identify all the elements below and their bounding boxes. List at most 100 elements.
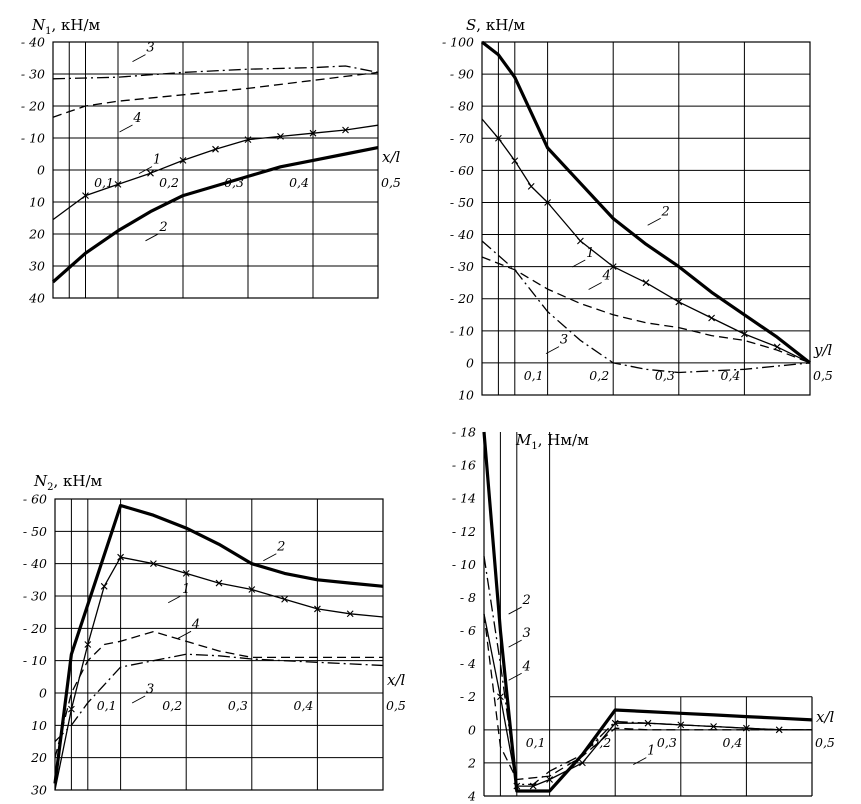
x-axis-label: x/l [387,671,406,689]
curve-label-3: 3 [560,333,568,348]
y-tick-label: 0 [468,722,476,737]
y-tick-label: - 50 [450,195,474,210]
y-tick-label: 40 [28,291,45,306]
x-tick-label: 0,5 [813,368,833,383]
y-axis-sub: 1 [45,26,51,37]
x-tick-label: 0,3 [657,735,677,750]
curve-label-2: 2 [276,540,285,555]
y-tick-label: - 30 [21,67,45,82]
curve-label-leader [508,672,522,681]
y-tick-label: - 30 [23,589,47,604]
curve-label-2: 2 [158,220,167,235]
curve-label-1: 1 [647,744,655,759]
x-tick-label: 0,2 [159,175,179,190]
y-tick-label: 30 [31,783,47,798]
y-axis-unit: , кН/м [52,16,101,34]
y-axis-var: N [33,472,48,490]
chart-s: - 100- 90- 80- 70- 60- 50- 40- 30- 20- 1… [442,16,833,403]
series-line-3 [483,556,812,786]
curve-label-4: 4 [601,268,610,283]
y-tick-label: - 8 [460,590,476,605]
y-tick-label: - 90 [450,67,474,82]
y-axis-label: N2, кН/м [33,472,103,493]
data-point-marker [579,759,586,767]
data-point-marker [248,586,256,593]
y-axis-unit: , кН/м [476,16,525,34]
y-tick-label: 2 [467,755,476,770]
y-axis-unit: , кН/м [54,472,103,490]
data-point-marker [342,126,349,134]
x-tick-label: 0,2 [589,368,609,383]
y-tick-label: - 16 [452,458,476,473]
curve-label-1: 1 [586,246,594,261]
y-axis-label: S, кН/м [466,16,525,34]
x-tick-label: 0,1 [526,735,546,750]
y-tick-label: - 10 [452,557,476,572]
curve-label-3: 3 [522,626,530,641]
curve-label-leader [588,282,602,290]
curve-label-leader [508,606,522,615]
series-line-1 [52,124,379,221]
data-point-marker [114,181,122,188]
series-line-2 [51,146,379,284]
y-tick-label: 4 [467,789,476,804]
y-tick-label: - 70 [450,131,474,146]
curve-label-leader [145,233,159,242]
y-tick-label: 0 [39,686,47,701]
y-tick-label: 10 [458,388,474,403]
chart-n2: - 60 - 50 - 40 - 30 - 20 - 10 0 10 20 30 0,1 0,2 0,3… [23,472,406,798]
curve-label-leader [263,553,277,562]
y-tick-label: - 6 [460,623,476,638]
series-line-3 [54,653,384,742]
y-axis-sub: 2 [47,482,53,493]
y-tick-label: 0 [37,163,45,178]
data-point-marker [244,136,252,143]
data-point-marker [150,560,157,568]
curve-label-leader [132,54,146,62]
series-line-4 [483,613,812,781]
series-line-2 [482,431,813,793]
series-line-3 [52,65,379,80]
y-tick-label: - 10 [450,323,474,338]
curve-label-leader [572,259,586,268]
x-tick-label: 0,3 [228,698,248,713]
curve-label-2: 2 [521,593,530,608]
y-tick-label: - 40 [23,556,47,571]
x-axis-label: x/l [382,148,401,166]
data-point-marker [68,705,75,713]
curve-label-leader [633,757,647,766]
plot-frame [54,498,384,791]
data-point-marker [281,595,288,603]
data-point-marker [577,237,584,245]
y-axis-unit: , Нм/м [538,431,589,449]
x-tick-label: 0,1 [94,175,114,190]
curve-label-leader [119,124,133,133]
x-tick-label: 0,4 [294,698,314,713]
x-axis-label: y/l [813,341,833,359]
y-tick-label: 10 [31,718,47,733]
y-tick-label: - 20 [450,291,474,306]
data-point-marker [182,569,190,577]
y-tick-label: - 40 [21,35,45,50]
data-point-marker [741,330,748,338]
data-point-marker [277,133,284,140]
x-tick-label: 0,5 [381,175,401,190]
x-tick-label: 0,4 [723,735,743,750]
y-tick-label: - 18 [452,425,476,440]
y-tick-label: - 10 [23,653,47,668]
x-tick-label: 0,4 [721,368,741,383]
y-tick-label: - 20 [21,99,45,114]
x-tick-label: 0,1 [524,368,544,383]
y-tick-label: 20 [28,227,45,242]
data-point-marker [314,605,321,613]
curve-label-4: 4 [521,659,530,674]
data-point-marker [82,192,89,199]
y-tick-label: - 12 [452,524,476,539]
y-tick-label: - 2 [460,689,476,704]
data-point-marker [179,157,187,164]
series-line-1 [54,556,384,791]
curve-label-3: 3 [146,682,154,697]
data-point-marker [495,134,502,142]
y-tick-label: 10 [29,195,45,210]
